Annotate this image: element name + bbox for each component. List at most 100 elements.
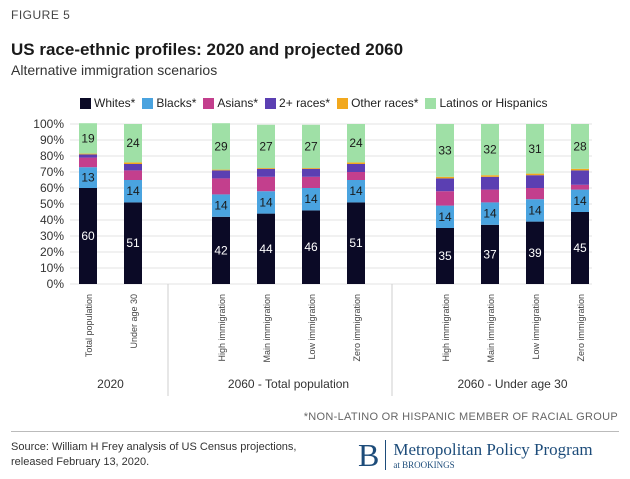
y-tick-label: 100% — [33, 117, 64, 131]
bar-segment — [436, 191, 454, 206]
data-label: 14 — [483, 207, 497, 221]
bar-segment — [481, 202, 499, 225]
legend-item: Blacks* — [142, 96, 196, 110]
x-tick-label: High immigration — [441, 294, 451, 362]
data-label: 35 — [438, 249, 452, 263]
bar-segment — [481, 189, 499, 203]
bar-segment — [212, 123, 230, 170]
bar-segment — [526, 188, 544, 200]
footer-divider — [11, 431, 619, 432]
data-label: 37 — [483, 247, 497, 261]
bar-segment — [436, 228, 454, 284]
data-label: 45 — [573, 241, 587, 255]
data-label: 32 — [483, 143, 497, 157]
bar-segment — [436, 124, 454, 177]
data-label: 14 — [126, 184, 140, 198]
legend-label: Blacks* — [156, 96, 197, 110]
data-label: 14 — [304, 192, 318, 206]
chart-title: US race-ethnic profiles: 2020 and projec… — [11, 40, 404, 59]
y-tick-label: 40% — [40, 213, 64, 227]
footnote: *NON-LATINO OR HISPANIC MEMBER OF RACIAL… — [303, 411, 618, 423]
brookings-logo: B Metropolitan Policy Program at BROOKIN… — [358, 438, 593, 472]
legend-swatch — [203, 97, 215, 109]
bar-segment — [212, 169, 230, 171]
data-label: 14 — [259, 195, 273, 209]
legend-label: Latinos or Hispanics — [439, 96, 548, 110]
y-tick-label: 90% — [40, 133, 64, 147]
x-tick-label: Zero immigration — [352, 294, 362, 362]
x-tick-label: Main immigration — [262, 294, 272, 363]
bar-segment — [257, 168, 275, 177]
legend-swatch — [337, 97, 349, 109]
bar-segment — [302, 124, 320, 168]
group-label: 2060 - Under age 30 — [457, 377, 567, 391]
legend-label: Asians* — [217, 96, 259, 110]
data-label: 14 — [528, 203, 542, 217]
bar-segment — [347, 202, 365, 284]
data-label: 29 — [214, 139, 228, 153]
bar-segment — [302, 210, 320, 284]
data-label: 51 — [126, 236, 140, 250]
y-tick-label: 0% — [47, 277, 65, 291]
legend-item: Asians* — [203, 96, 258, 110]
data-label: 60 — [81, 229, 95, 243]
data-label: 31 — [528, 142, 542, 156]
bar-segment — [571, 168, 589, 171]
bar-segment — [124, 180, 142, 203]
data-label: 39 — [528, 246, 542, 260]
bar-segment — [526, 221, 544, 284]
x-tick-label: Zero immigration — [576, 294, 586, 362]
legend-label: Other races* — [351, 96, 419, 110]
bar-segment — [347, 164, 365, 172]
bar-segment — [212, 170, 230, 179]
bar-segment — [436, 176, 454, 179]
x-tick-label: High immigration — [217, 294, 227, 362]
bar-segment — [79, 123, 97, 154]
bar-segment — [79, 167, 97, 188]
y-tick-label: 20% — [40, 245, 64, 259]
legend-swatch — [425, 97, 437, 109]
legend: Whites* Blacks* Asians* 2+ races* Other race… — [80, 96, 555, 110]
data-label: 14 — [214, 199, 228, 213]
brand-subtitle: at BROOKINGS — [393, 459, 455, 470]
data-label: 33 — [438, 143, 452, 157]
chart-subtitle: Alternative immigration scenarios — [11, 62, 218, 78]
data-label: 46 — [304, 240, 318, 254]
bar-segment — [526, 175, 544, 188]
data-label: 28 — [573, 139, 587, 153]
data-label: 19 — [81, 131, 95, 145]
figure-label: FIGURE 5 — [11, 8, 71, 22]
bar-segment — [571, 189, 589, 212]
brand-separator — [385, 440, 387, 470]
bar-segment — [124, 162, 142, 164]
data-label: 24 — [126, 136, 140, 150]
x-tick-label: Total population — [84, 294, 94, 357]
bar-segment — [257, 191, 275, 214]
bar-segment — [302, 176, 320, 188]
legend-swatch — [265, 97, 277, 109]
bar-segment — [79, 188, 97, 284]
legend-item: 2+ races* — [265, 96, 330, 110]
legend-swatch — [142, 97, 154, 109]
y-tick-label: 30% — [40, 229, 64, 243]
group-label: 2060 - Total population — [228, 377, 349, 391]
y-tick-label: 10% — [40, 261, 64, 275]
data-label: 14 — [438, 210, 452, 224]
bar-segment — [124, 202, 142, 284]
data-label: 27 — [304, 139, 318, 153]
y-tick-label: 80% — [40, 149, 64, 163]
bar-segment — [347, 172, 365, 180]
bar-segment — [124, 170, 142, 180]
bar-segment — [257, 124, 275, 168]
bar-segment — [347, 124, 365, 163]
legend-label: Whites* — [94, 96, 136, 110]
bar-segment — [79, 154, 97, 158]
bar-segment — [571, 170, 589, 185]
data-label: 14 — [573, 194, 587, 208]
data-label: 42 — [214, 243, 228, 257]
bar-segment — [571, 212, 589, 284]
y-tick-label: 60% — [40, 181, 64, 195]
bar-segment — [481, 176, 499, 190]
bar-segment — [257, 168, 275, 169]
legend-label: 2+ races* — [279, 96, 331, 110]
